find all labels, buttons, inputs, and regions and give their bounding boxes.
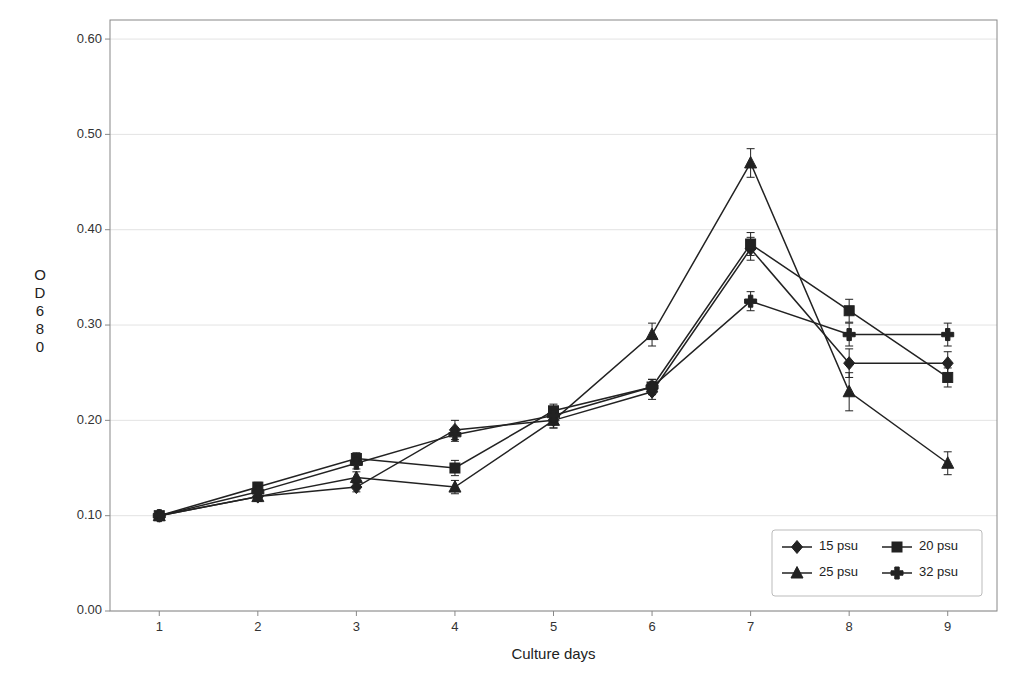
- series-line: [159, 249, 947, 516]
- data-point: [943, 372, 953, 382]
- legend-marker: [891, 567, 903, 579]
- data-point: [942, 329, 954, 341]
- error-bar: [451, 460, 459, 475]
- legend-label: 15 psu: [819, 538, 858, 553]
- x-tick-label: 8: [846, 619, 853, 634]
- data-point: [745, 295, 757, 307]
- y-tick: [105, 611, 110, 612]
- series-line: [159, 163, 947, 516]
- y-tick-label: 0.40: [77, 221, 102, 236]
- data-point: [646, 381, 658, 393]
- x-tick-label: 1: [156, 619, 163, 634]
- data-point: [843, 385, 855, 397]
- y-tick: [105, 39, 110, 40]
- grid-line: [110, 39, 997, 40]
- data-point: [350, 457, 362, 469]
- x-tick: [947, 611, 948, 616]
- x-tick: [553, 611, 554, 616]
- x-tick: [750, 611, 751, 616]
- x-tick-label: 2: [254, 619, 261, 634]
- x-axis: 1 2 3 4 5 6 7 8 9: [156, 611, 952, 634]
- data-point: [153, 510, 165, 522]
- y-axis-label-char: O: [34, 266, 46, 283]
- data-point: [646, 328, 658, 340]
- data-point: [449, 481, 461, 493]
- series: [154, 237, 953, 522]
- y-tick: [105, 515, 110, 516]
- x-axis-label: Culture days: [511, 645, 595, 662]
- legend-label: 32 psu: [919, 564, 958, 579]
- series: [153, 292, 953, 522]
- data-point: [746, 239, 756, 249]
- series: [154, 233, 952, 521]
- y-tick: [105, 229, 110, 230]
- y-axis-label-char: D: [35, 284, 46, 301]
- legend-label: 25 psu: [819, 564, 858, 579]
- legend-marker: [791, 567, 803, 579]
- data-point: [350, 471, 362, 483]
- x-tick-label: 9: [944, 619, 951, 634]
- grid-line: [110, 134, 997, 135]
- y-tick: [105, 325, 110, 326]
- y-tick-label: 0.30: [77, 316, 102, 331]
- legend-marker: [892, 542, 902, 552]
- y-tick-label: 0.60: [77, 31, 102, 46]
- x-tick-label: 3: [353, 619, 360, 634]
- y-tick-label: 0.50: [77, 126, 102, 141]
- data-point: [450, 463, 460, 473]
- error-bar: [747, 237, 755, 260]
- series-line: [159, 301, 947, 515]
- y-axis-label-char: 0: [36, 338, 44, 355]
- data-point: [844, 306, 854, 316]
- data-area: [153, 149, 953, 522]
- x-tick-label: 6: [648, 619, 655, 634]
- x-tick: [454, 611, 455, 616]
- x-tick-label: 5: [550, 619, 557, 634]
- data-point: [745, 156, 757, 168]
- y-tick-label: 0.00: [77, 602, 102, 617]
- y-axis: 0.00 0.10 0.20 0.30 0.40 0.50 0.60: [77, 31, 110, 618]
- x-tick: [257, 611, 258, 616]
- data-point: [843, 329, 855, 341]
- error-bar: [944, 368, 952, 387]
- data-point: [153, 509, 165, 521]
- series-line: [159, 244, 947, 516]
- x-tick: [356, 611, 357, 616]
- legend-label: 20 psu: [919, 538, 958, 553]
- x-tick: [159, 611, 160, 616]
- y-axis-label-char: 8: [36, 320, 44, 337]
- legend: 15 psu 20 psu 25 psu 32 psu: [772, 530, 982, 596]
- data-point: [449, 429, 461, 441]
- y-tick-label: 0.10: [77, 507, 102, 522]
- chart: 0.00 0.10 0.20 0.30 0.40 0.50 0.60 1 2 3 4 5 6 7 8 9 Cul…: [0, 0, 1017, 673]
- x-tick: [652, 611, 653, 616]
- x-tick-label: 4: [451, 619, 458, 634]
- y-tick-label: 0.20: [77, 412, 102, 427]
- y-axis-label-char: 6: [36, 302, 44, 319]
- legend-marker: [792, 541, 803, 554]
- series: [153, 149, 953, 521]
- plot-frame: [110, 20, 997, 611]
- grid: [110, 39, 997, 611]
- grid-line: [110, 229, 997, 230]
- data-point: [154, 509, 165, 522]
- x-tick: [849, 611, 850, 616]
- y-tick: [105, 420, 110, 421]
- grid-line: [110, 515, 997, 516]
- legend-box: [772, 530, 982, 596]
- error-bar: [747, 233, 755, 256]
- data-point: [548, 410, 560, 422]
- x-tick-label: 7: [747, 619, 754, 634]
- y-tick: [105, 134, 110, 135]
- error-bar: [845, 299, 853, 322]
- data-point: [942, 457, 954, 469]
- data-point: [844, 357, 855, 370]
- data-point: [154, 511, 164, 521]
- data-point: [252, 486, 264, 498]
- grid-line: [110, 325, 997, 326]
- y-axis-label: OD680: [34, 266, 46, 355]
